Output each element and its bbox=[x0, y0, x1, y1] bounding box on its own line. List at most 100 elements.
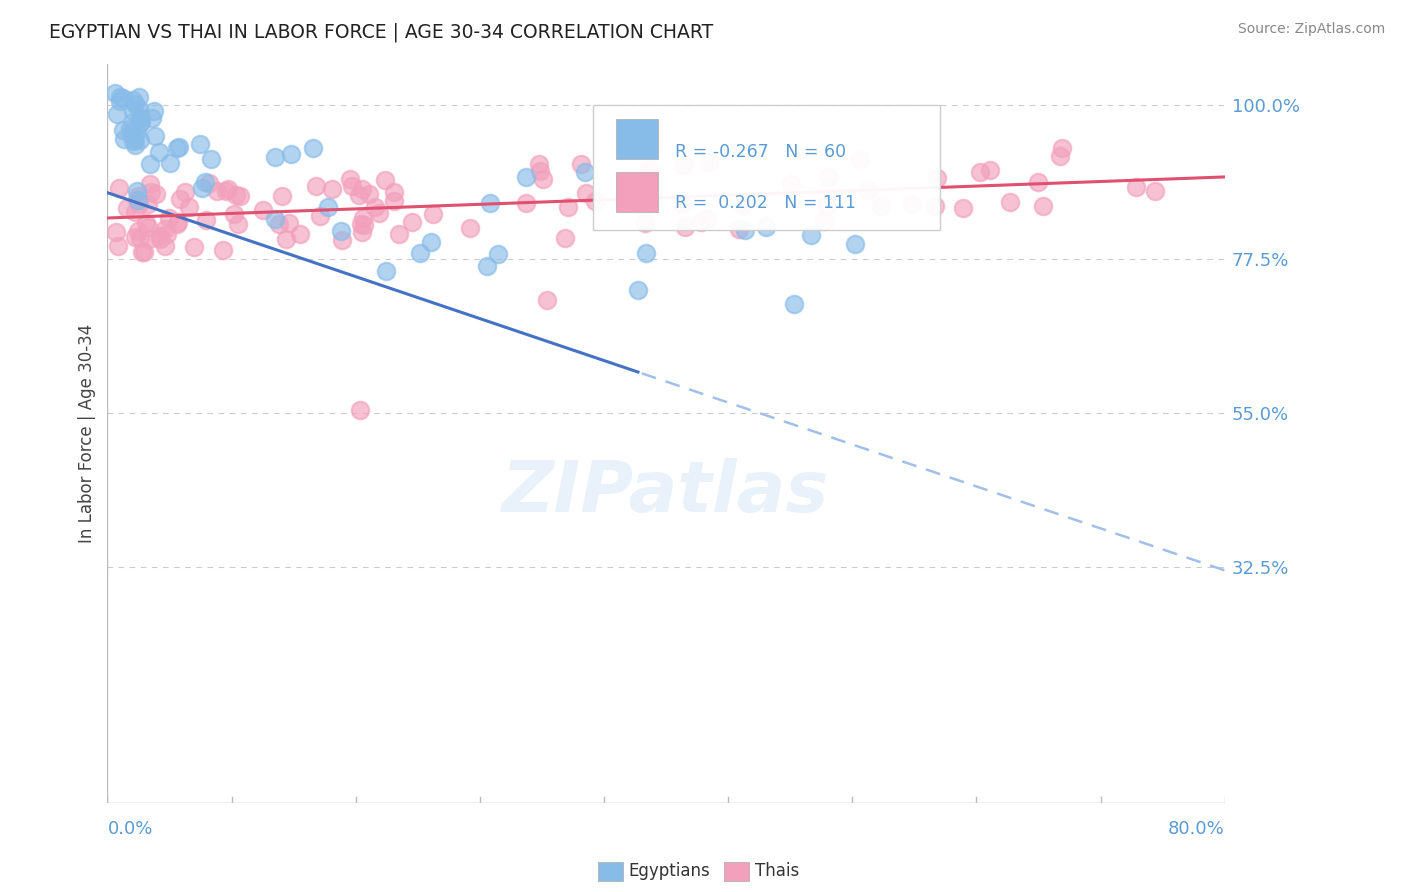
Point bbox=[224, 206, 246, 220]
Point bbox=[124, 230, 146, 244]
Point bbox=[112, 132, 135, 146]
Point bbox=[157, 211, 180, 225]
Point bbox=[901, 197, 924, 211]
Point bbox=[195, 213, 218, 227]
Point bbox=[267, 218, 290, 232]
Point bbox=[557, 200, 579, 214]
Text: 80.0%: 80.0% bbox=[1168, 820, 1225, 838]
Point bbox=[330, 224, 353, 238]
Point bbox=[139, 157, 162, 171]
Point bbox=[856, 183, 879, 197]
Text: Source: ZipAtlas.com: Source: ZipAtlas.com bbox=[1237, 22, 1385, 37]
Point bbox=[169, 139, 191, 153]
Point bbox=[211, 243, 233, 257]
Point bbox=[179, 200, 201, 214]
Point bbox=[120, 127, 142, 141]
Point bbox=[1125, 179, 1147, 194]
Point bbox=[225, 187, 247, 202]
Text: EGYPTIAN VS THAI IN LABOR FORCE | AGE 30-34 CORRELATION CHART: EGYPTIAN VS THAI IN LABOR FORCE | AGE 30… bbox=[49, 22, 713, 42]
Point bbox=[488, 247, 510, 261]
Point bbox=[458, 220, 481, 235]
Point bbox=[318, 201, 340, 215]
Point bbox=[194, 175, 217, 189]
Point bbox=[817, 170, 839, 185]
Point bbox=[1144, 184, 1167, 198]
Point bbox=[422, 206, 444, 220]
Point bbox=[121, 103, 143, 118]
Point bbox=[121, 135, 143, 149]
Point bbox=[342, 179, 364, 194]
Point bbox=[149, 231, 172, 245]
Point bbox=[671, 196, 693, 211]
Point bbox=[121, 93, 143, 107]
Point bbox=[697, 154, 720, 169]
FancyBboxPatch shape bbox=[616, 119, 658, 160]
Point bbox=[131, 115, 153, 129]
Point bbox=[191, 180, 214, 194]
Point bbox=[143, 129, 166, 144]
Point bbox=[1028, 176, 1050, 190]
Point bbox=[277, 216, 299, 230]
FancyBboxPatch shape bbox=[616, 172, 658, 212]
Point bbox=[128, 230, 150, 244]
Point bbox=[696, 211, 718, 226]
Point bbox=[136, 197, 159, 211]
Point bbox=[382, 194, 405, 208]
Point bbox=[166, 215, 188, 229]
Point bbox=[215, 184, 238, 198]
Point bbox=[128, 89, 150, 103]
Point bbox=[143, 104, 166, 119]
Point bbox=[127, 188, 149, 202]
Point bbox=[104, 225, 127, 239]
Point bbox=[108, 94, 131, 108]
Point bbox=[347, 187, 370, 202]
Point bbox=[339, 172, 361, 186]
Point bbox=[104, 86, 127, 100]
FancyBboxPatch shape bbox=[593, 104, 939, 230]
Point bbox=[108, 181, 131, 195]
Point bbox=[141, 111, 163, 125]
Point bbox=[969, 164, 991, 178]
Point bbox=[159, 156, 181, 170]
Point bbox=[129, 133, 152, 147]
Point bbox=[145, 186, 167, 201]
Point bbox=[127, 225, 149, 239]
Point bbox=[727, 221, 749, 235]
Point bbox=[169, 192, 191, 206]
Point bbox=[1050, 141, 1073, 155]
Point bbox=[634, 216, 657, 230]
Point bbox=[849, 152, 872, 166]
Point bbox=[1032, 198, 1054, 212]
Point bbox=[136, 219, 159, 234]
Point bbox=[475, 259, 498, 273]
Point bbox=[112, 122, 135, 136]
Point bbox=[575, 186, 598, 200]
Point bbox=[368, 205, 391, 219]
Point bbox=[121, 115, 143, 129]
Text: R =  0.202   N = 111: R = 0.202 N = 111 bbox=[675, 194, 856, 212]
Point bbox=[120, 122, 142, 136]
Point bbox=[226, 218, 249, 232]
Point bbox=[783, 297, 806, 311]
Point bbox=[280, 147, 302, 161]
Point bbox=[302, 141, 325, 155]
Point bbox=[270, 189, 292, 203]
Point bbox=[124, 132, 146, 146]
Point bbox=[374, 173, 396, 187]
Point bbox=[124, 96, 146, 111]
Point bbox=[554, 231, 576, 245]
Point bbox=[531, 172, 554, 186]
Point bbox=[350, 217, 373, 231]
Point bbox=[128, 197, 150, 211]
Point bbox=[952, 201, 974, 215]
Point bbox=[1000, 194, 1022, 209]
Point bbox=[734, 223, 756, 237]
Point bbox=[127, 185, 149, 199]
Point bbox=[349, 402, 371, 417]
Point bbox=[527, 157, 550, 171]
Point bbox=[200, 152, 222, 166]
Point bbox=[198, 176, 221, 190]
Point bbox=[217, 182, 239, 196]
Point bbox=[627, 283, 650, 297]
Point bbox=[288, 227, 311, 241]
